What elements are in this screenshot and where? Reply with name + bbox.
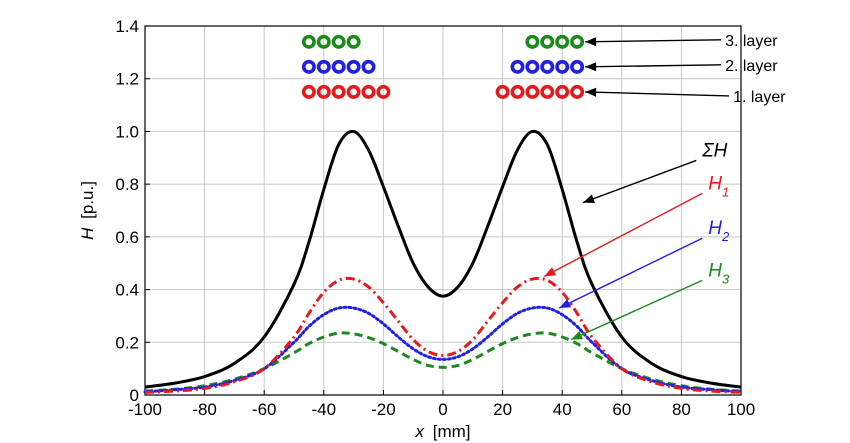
- layer-arrow-head: [585, 62, 597, 72]
- conductor-marker: [570, 34, 585, 49]
- layer-label: 3. layer: [725, 33, 778, 50]
- conductor-marker: [376, 84, 391, 99]
- series-line-h2: [143, 305, 743, 394]
- conductor-marker: [331, 34, 346, 49]
- conductor-marker: [346, 34, 361, 49]
- conductor-marker: [331, 59, 346, 74]
- conductor-marker: [316, 84, 331, 99]
- layer-arrow-line: [585, 91, 730, 97]
- label-arrow-h2-line: [558, 237, 703, 309]
- label-arrow-h1-head: [544, 267, 557, 277]
- series-line-h3: [144, 331, 742, 393]
- x-tick-label: -100: [128, 400, 162, 419]
- conductor-marker: [570, 59, 585, 74]
- y-tick-label: 1.4: [115, 17, 139, 36]
- y-axis-variable: H: [78, 227, 97, 240]
- x-axis-label: x [mm]: [414, 422, 470, 441]
- conductor-marker: [316, 34, 331, 49]
- y-tick-label: 0.2: [115, 333, 139, 352]
- conductor-marker: [301, 84, 316, 99]
- conductor-marker: [570, 84, 585, 99]
- x-tick-label: 60: [612, 400, 631, 419]
- x-tick-label: -40: [312, 400, 337, 419]
- y-tick-label: 0: [130, 386, 139, 405]
- layer-arrow-line: [585, 39, 722, 43]
- conductor-marker: [540, 34, 555, 49]
- x-tick-label: 0: [438, 400, 447, 419]
- conductor-marker: [346, 84, 361, 99]
- series-line-h1: [144, 276, 742, 394]
- label-arrow-h3-line: [570, 279, 703, 341]
- layers: 3. layer 2. layer 1. layer: [301, 33, 786, 106]
- label-arrow-sum-line: [582, 159, 697, 204]
- layer-arrow-line: [585, 64, 722, 68]
- conductor-marker: [555, 34, 570, 49]
- layer-label: 2. layer: [725, 58, 778, 75]
- conductor-marker: [361, 59, 376, 74]
- layer-label: 1. layer: [733, 89, 786, 106]
- x-tick-label: 100: [727, 400, 755, 419]
- conductor-marker: [495, 84, 510, 99]
- series-label-h1: H1: [708, 173, 729, 199]
- conductor-marker: [510, 84, 525, 99]
- y-tick-label: 1.2: [115, 70, 139, 89]
- layer-arrow-head: [585, 87, 597, 97]
- conductor-marker: [540, 59, 555, 74]
- series-label-h3: H3: [708, 260, 730, 286]
- conductor-marker: [525, 84, 540, 99]
- label-arrow-h1-line: [543, 192, 703, 278]
- curve-labels: ΣH H1 H2 H3: [543, 140, 730, 341]
- conductor-marker: [316, 59, 331, 74]
- conductor-marker: [555, 59, 570, 74]
- x-tick-label: -20: [371, 400, 396, 419]
- conductor-marker: [510, 59, 525, 74]
- y-tick-label: 0.8: [115, 175, 139, 194]
- x-tick-label: 40: [553, 400, 572, 419]
- y-axis-unit: [p.u.]: [78, 181, 97, 219]
- grid: [144, 25, 742, 396]
- y-tick-label: 0.6: [115, 228, 139, 247]
- y-tick-label: 1.0: [115, 122, 139, 141]
- label-arrow-h3-head: [571, 331, 584, 340]
- conductor-marker: [361, 84, 376, 99]
- x-tick-label: 80: [672, 400, 691, 419]
- conductor-marker: [346, 59, 361, 74]
- x-axis-unit: [mm]: [433, 422, 471, 441]
- x-axis-variable: x: [414, 422, 424, 441]
- conductor-marker: [525, 34, 540, 49]
- series-line-sum: [144, 129, 742, 389]
- conductor-marker: [555, 84, 570, 99]
- x-tick-label: 20: [493, 400, 512, 419]
- conductor-marker: [301, 34, 316, 49]
- series-label-h2: H2: [708, 218, 730, 244]
- label-arrow-sum-head: [583, 194, 595, 203]
- label-arrow-h2-head: [559, 299, 572, 309]
- conductor-marker: [525, 59, 540, 74]
- x-tick-label: -60: [252, 400, 277, 419]
- y-tick-label: 0.4: [115, 281, 139, 300]
- conductor-marker: [331, 84, 346, 99]
- y-axis-label: H [p.u.]: [78, 181, 97, 240]
- ticks: -100 -80 -60 -40 -20 0 20 40 60 80 100 0 0.2 0.4 0.6 0.…: [115, 17, 755, 419]
- series-label-sum: ΣH: [701, 140, 727, 161]
- layer-arrow-head: [585, 37, 597, 47]
- conductor-marker: [301, 59, 316, 74]
- x-tick-label: -80: [192, 400, 217, 419]
- conductor-marker: [540, 84, 555, 99]
- curves: [143, 129, 743, 394]
